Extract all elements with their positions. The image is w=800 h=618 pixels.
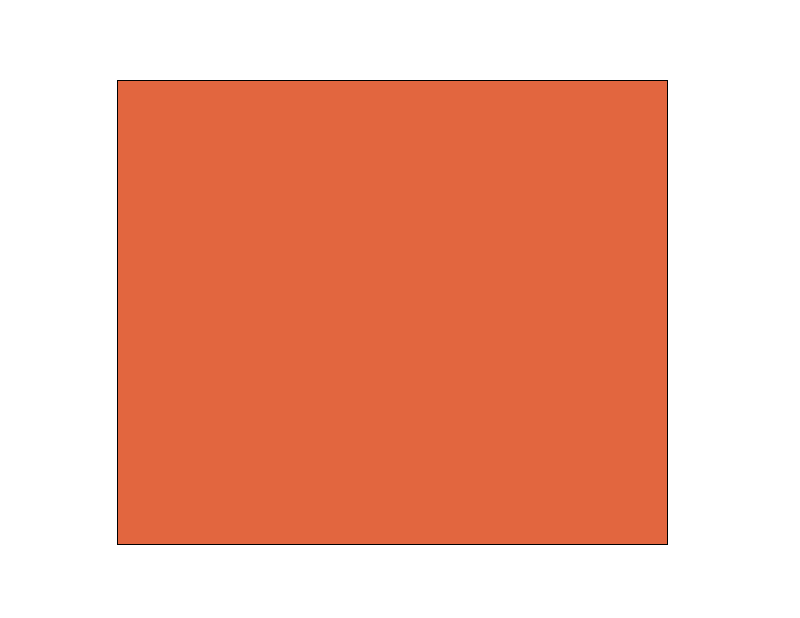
colorbar-tick-labels: [0, 59, 462, 73]
temperature-map: [118, 81, 667, 544]
map-plot-area[interactable]: [117, 80, 668, 545]
